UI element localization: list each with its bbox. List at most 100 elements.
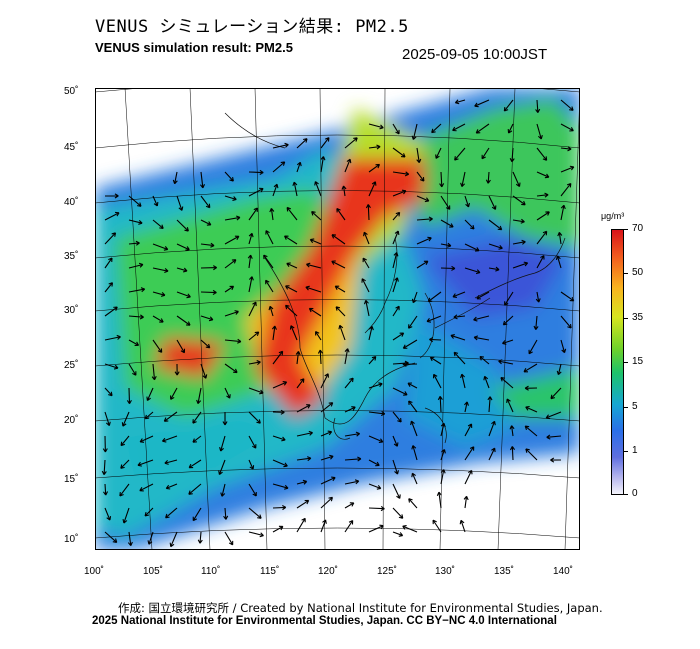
wind-arrow bbox=[535, 291, 541, 303]
wind-arrow bbox=[296, 479, 308, 485]
wind-arrow bbox=[368, 144, 381, 150]
wind-arrow bbox=[475, 123, 490, 134]
wind-arrow bbox=[128, 287, 146, 293]
wind-arrow bbox=[104, 363, 119, 370]
wind-arrow bbox=[268, 305, 274, 317]
wind-arrow bbox=[488, 447, 496, 461]
wind-arrow bbox=[164, 459, 178, 465]
wind-arrow bbox=[550, 457, 562, 463]
wind-arrow bbox=[152, 291, 166, 297]
wind-arrow bbox=[535, 99, 541, 113]
wind-arrow bbox=[402, 339, 418, 349]
wind-arrow bbox=[128, 314, 144, 320]
wind-arrow bbox=[320, 496, 334, 509]
wind-arrow bbox=[305, 285, 322, 293]
lat-label-40: 40˚ bbox=[64, 197, 79, 208]
wind-arrow bbox=[224, 310, 239, 317]
lon-label-110: 110˚ bbox=[201, 566, 221, 577]
wind-arrow bbox=[200, 265, 218, 271]
wind-arrow bbox=[272, 525, 284, 533]
wind-arrow bbox=[453, 314, 466, 320]
wind-arrow bbox=[272, 183, 279, 197]
wind-arrow bbox=[411, 472, 418, 485]
wind-arrow bbox=[460, 171, 466, 188]
wind-arrow bbox=[296, 161, 302, 173]
wind-arrow bbox=[368, 356, 377, 365]
colorbar-tick bbox=[624, 362, 628, 363]
wind-arrow bbox=[392, 459, 399, 475]
wind-arrow bbox=[440, 449, 446, 461]
wind-arrow bbox=[476, 291, 490, 300]
lon-label-125: 125˚ bbox=[377, 566, 398, 577]
wind-arrow bbox=[144, 411, 154, 420]
wind-arrow bbox=[411, 445, 418, 461]
wind-arrow bbox=[392, 277, 399, 293]
wind-arrow bbox=[512, 171, 521, 187]
colorbar-tick bbox=[624, 229, 628, 230]
wind-arrow bbox=[336, 207, 346, 221]
wind-arrow bbox=[121, 411, 130, 427]
wind-arrow bbox=[139, 483, 154, 492]
wind-arrow bbox=[224, 338, 242, 344]
wind-arrow bbox=[474, 99, 490, 108]
wind-arrow bbox=[368, 325, 374, 341]
wind-arrow bbox=[104, 334, 121, 341]
wind-arrow bbox=[219, 435, 226, 452]
wind-arrow bbox=[368, 123, 384, 130]
wind-arrow bbox=[161, 435, 178, 443]
wind-arrow bbox=[560, 291, 575, 302]
wind-arrow bbox=[285, 304, 298, 317]
wind-arrow bbox=[152, 219, 164, 230]
wind-arrow bbox=[392, 252, 399, 269]
wind-arrow bbox=[525, 448, 538, 461]
wind-arrow bbox=[176, 243, 190, 251]
wind-arrow bbox=[545, 411, 562, 420]
wind-arrow bbox=[119, 483, 130, 497]
wind-arrow bbox=[272, 459, 288, 468]
wind-arrow bbox=[536, 211, 550, 221]
wind-arrow bbox=[285, 285, 298, 293]
wind-arrow bbox=[292, 181, 298, 197]
wind-arrow bbox=[368, 181, 377, 197]
wind-arrow bbox=[416, 236, 432, 245]
wind-arrow bbox=[416, 171, 425, 182]
wind-arrow bbox=[528, 339, 538, 355]
wind-arrow bbox=[437, 396, 443, 413]
wind-arrow bbox=[224, 171, 234, 182]
wind-arrow bbox=[464, 267, 481, 275]
wind-arrow bbox=[320, 373, 329, 389]
wind-arrow bbox=[176, 339, 186, 354]
wind-arrow bbox=[440, 265, 456, 271]
wind-arrow bbox=[286, 262, 298, 269]
wind-arrow bbox=[368, 382, 383, 389]
wind-arrow bbox=[392, 507, 404, 519]
wind-arrow bbox=[560, 165, 575, 173]
wind-arrow bbox=[223, 507, 229, 520]
title-japanese: VENUS シミュレーション結果: PM2.5 bbox=[95, 17, 409, 37]
wind-arrow bbox=[320, 476, 336, 485]
wind-arrow bbox=[176, 219, 189, 232]
wind-arrow bbox=[200, 242, 215, 248]
wind-arrow bbox=[344, 348, 350, 365]
wind-arrow bbox=[392, 189, 407, 197]
wind-arrow bbox=[341, 185, 347, 197]
wind-arrow bbox=[392, 435, 399, 447]
wind-arrow bbox=[365, 204, 371, 221]
wind-arrow bbox=[265, 279, 274, 293]
wind-arrow bbox=[560, 315, 572, 329]
wind-arrow bbox=[363, 299, 370, 317]
wind-arrow bbox=[248, 459, 255, 470]
wind-arrow bbox=[440, 219, 454, 228]
wind-arrow bbox=[460, 373, 466, 389]
wind-arrow bbox=[464, 401, 469, 413]
wind-arrow bbox=[555, 255, 562, 269]
wind-arrow bbox=[151, 363, 157, 381]
colorbar-unit: μg/m³ bbox=[601, 211, 625, 221]
lon-label-120: 120˚ bbox=[318, 566, 339, 577]
wind-arrow bbox=[200, 195, 211, 209]
wind-arrow bbox=[272, 161, 286, 173]
wind-arrow bbox=[536, 171, 550, 179]
wind-arrow bbox=[331, 234, 346, 245]
wind-arrow bbox=[560, 146, 572, 152]
wind-arrow bbox=[440, 195, 451, 210]
